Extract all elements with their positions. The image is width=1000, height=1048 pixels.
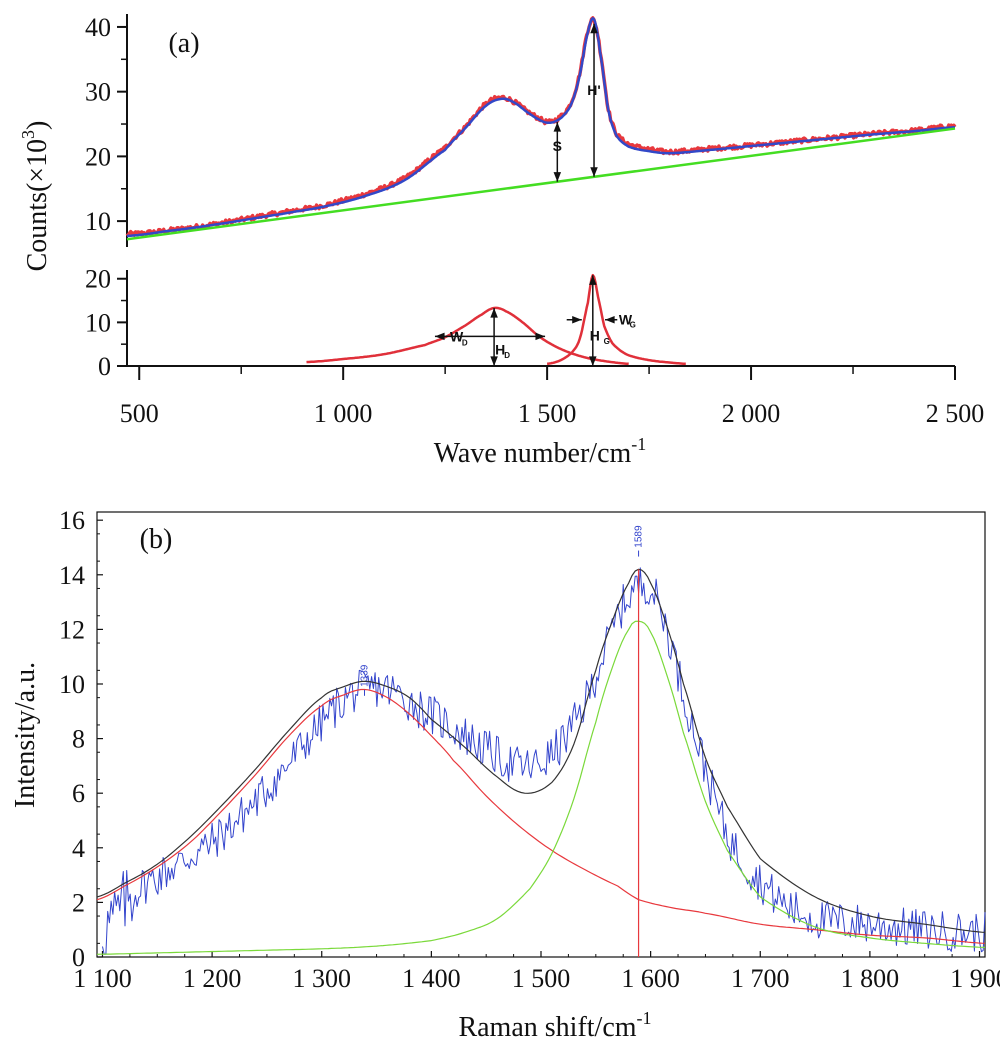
upper-y-tick-label: 10 — [85, 207, 111, 236]
annotation-hd-arrowhead — [490, 356, 498, 366]
series-G-fit-line — [96, 620, 986, 955]
y-tick-label: 2 — [72, 888, 85, 917]
x-tick-label: 500 — [120, 399, 159, 428]
y-tick-label: 10 — [59, 670, 85, 699]
annotation-s-arrowhead — [553, 122, 562, 132]
annotation-wd-arrowhead — [535, 332, 546, 341]
annotation-wd-arrowhead — [434, 332, 445, 341]
annotation-wd-label: W — [450, 328, 464, 344]
x-axis-title: Wave number/cm-1 — [434, 434, 647, 469]
y-tick-label: 0 — [72, 943, 85, 972]
x-tick-label: 1 000 — [314, 399, 373, 428]
x-tick-label: 1 100 — [73, 964, 132, 993]
panel-b-label: (b) — [140, 524, 173, 555]
plot-frame — [96, 511, 986, 958]
y-tick-label: 12 — [59, 615, 85, 644]
x-tick-label: 2 000 — [722, 399, 781, 428]
annotation-h-arrowhead — [590, 23, 598, 34]
series-D-band-line — [306, 306, 629, 366]
annotation-hd-arrowhead — [490, 307, 498, 318]
series-measured-line — [102, 567, 986, 955]
peak-label: 1339 — [359, 664, 370, 687]
panel-a-chart: 10 20 30 40 0 10 20 500 1 000 1 500 2 000 2 500 S H' W… — [18, 13, 984, 469]
x-tick-label: 1 300 — [292, 964, 351, 993]
annotation-h-label: H' — [587, 82, 600, 98]
x-axis-title-superscript: -1 — [637, 1008, 652, 1028]
y-axis-title-superscript: 3 — [18, 130, 38, 139]
y-axis-title: Intensity/a.u. — [10, 662, 41, 808]
series-G-band-line — [546, 273, 686, 366]
x-tick-label: 1 400 — [402, 964, 461, 993]
upper-y-tick-label: 30 — [85, 78, 111, 107]
x-tick-label: 1 800 — [841, 964, 900, 993]
x-tick-label: 1 700 — [731, 964, 790, 993]
y-axis-title-main: Counts(×10 — [22, 139, 53, 271]
lower-y-tick-label: 20 — [85, 265, 111, 294]
y-axis-title: Counts(×103) — [18, 121, 53, 272]
annotation-wg-subscript: G — [630, 321, 636, 330]
x-axis-title-superscript: -1 — [631, 434, 646, 454]
upper-y-tick-label: 40 — [85, 13, 111, 42]
annotation-hd-label: H — [495, 342, 505, 358]
annotation-s-label: S — [553, 138, 562, 154]
series-D-fit-line — [96, 688, 986, 944]
lower-y-tick-label: 0 — [98, 352, 111, 381]
annotation-hg-arrowhead — [589, 275, 597, 285]
annotation-wd-subscript: D — [462, 338, 468, 347]
y-tick-label: 14 — [59, 561, 85, 590]
panel-b-chart: 0 2 4 6 8 10 12 14 16 1 100 1 200 1 300 1 400 1 500 1 … — [10, 506, 1000, 1043]
y-tick-label: 4 — [72, 834, 85, 863]
x-tick-label: 2 500 — [926, 399, 985, 428]
y-tick-label: 8 — [72, 725, 85, 754]
panel-a-label: (a) — [168, 28, 199, 59]
peak-label: 1589 — [634, 525, 645, 548]
annotation-hg-subscript: G — [604, 337, 610, 346]
x-tick-label: 1 900 — [950, 964, 1000, 993]
annotation-hg-label: H — [590, 328, 600, 344]
y-tick-label: 6 — [72, 779, 85, 808]
annotation-s-arrowhead — [553, 172, 562, 182]
annotation-hg-arrowhead — [589, 356, 597, 366]
annotation-hd-subscript: D — [504, 351, 510, 360]
series-total-fit-line — [96, 568, 986, 933]
lower-y-tick-label: 10 — [85, 308, 111, 337]
series-fit-line — [126, 17, 956, 238]
annotation-wg-label: W — [619, 312, 633, 328]
x-tick-label: 1 500 — [512, 964, 571, 993]
y-axis-title-close: ) — [22, 121, 53, 130]
x-tick-label: 1 200 — [183, 964, 242, 993]
x-tick-label: 1 500 — [518, 399, 577, 428]
series-baseline-line — [126, 127, 956, 241]
upper-y-tick-label: 20 — [85, 142, 111, 171]
x-tick-label: 1 600 — [621, 964, 680, 993]
annotation-wg-arrowhead — [572, 315, 582, 324]
series-measured-line — [125, 16, 957, 237]
y-tick-label: 16 — [59, 506, 85, 535]
x-axis-title: Raman shift/cm-1 — [458, 1008, 651, 1043]
annotation-wg-arrowhead — [605, 315, 615, 324]
annotation-h-arrowhead — [590, 167, 598, 177]
